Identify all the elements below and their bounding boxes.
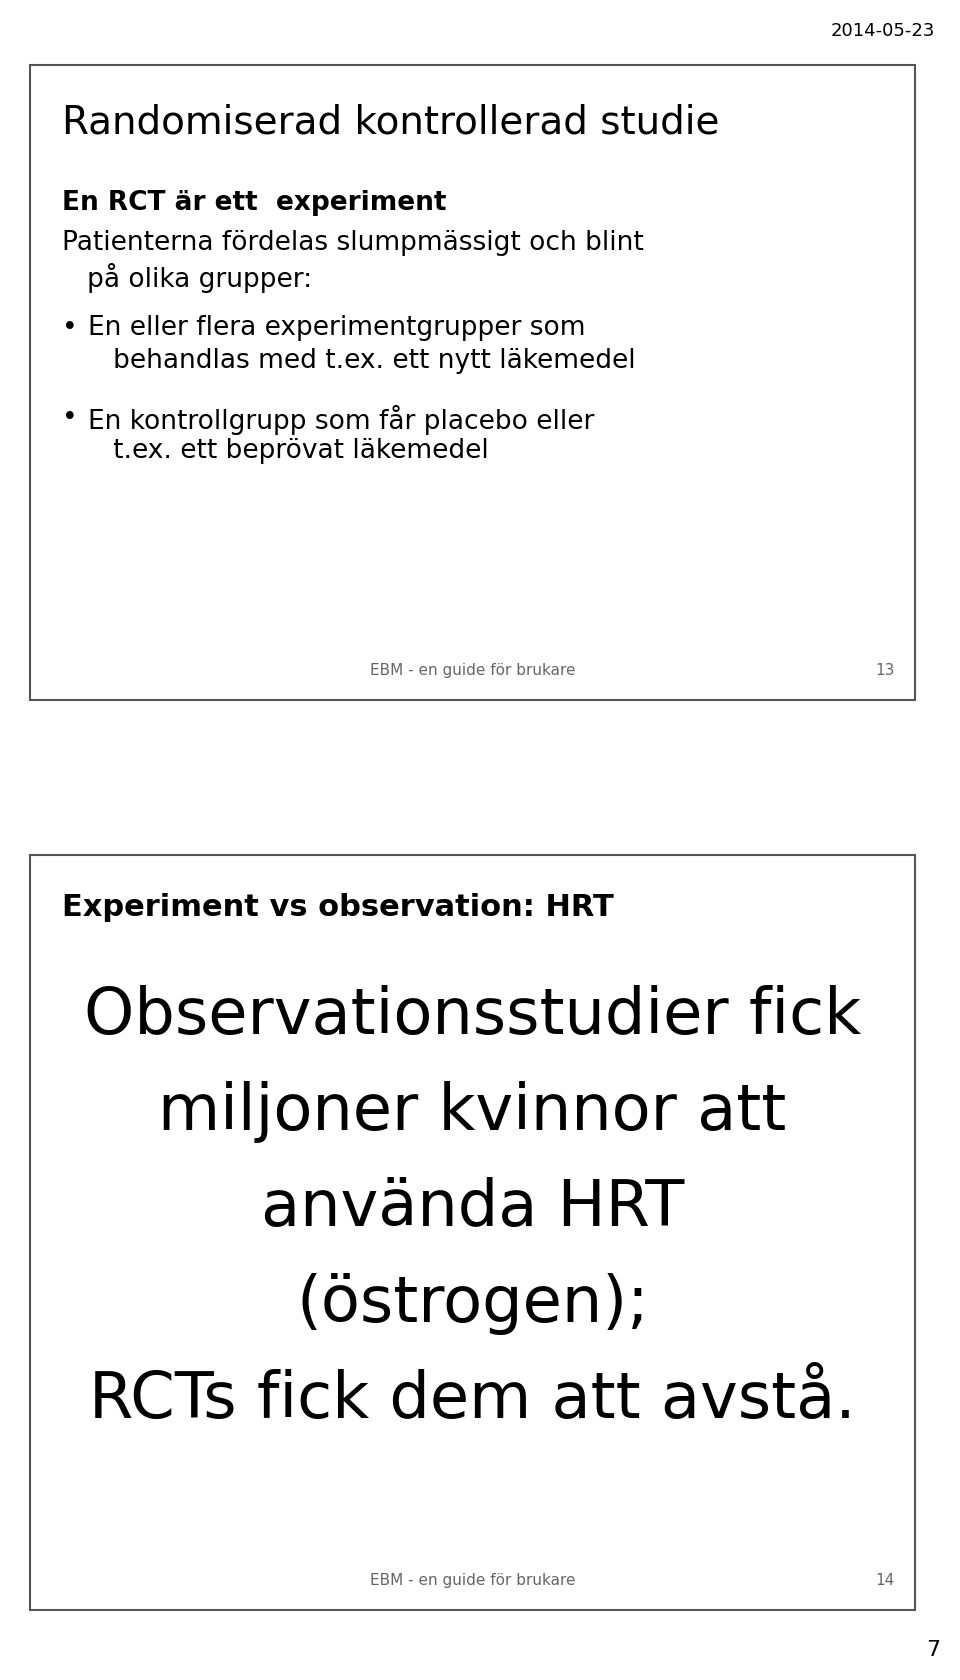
Text: 2014-05-23: 2014-05-23 bbox=[830, 22, 935, 40]
Text: Randomiserad kontrollerad studie: Randomiserad kontrollerad studie bbox=[62, 102, 719, 141]
Text: •: • bbox=[62, 405, 78, 432]
Text: •: • bbox=[62, 314, 78, 341]
Text: Patienterna fördelas slumpmässigt och blint: Patienterna fördelas slumpmässigt och bl… bbox=[62, 230, 644, 255]
Text: Experiment vs observation: HRT: Experiment vs observation: HRT bbox=[62, 894, 613, 922]
FancyBboxPatch shape bbox=[30, 855, 915, 1609]
Text: (östrogen);: (östrogen); bbox=[296, 1273, 649, 1336]
Text: En RCT är ett  experiment: En RCT är ett experiment bbox=[62, 190, 446, 217]
Text: 13: 13 bbox=[876, 664, 895, 679]
Text: behandlas med t.ex. ett nytt läkemedel: behandlas med t.ex. ett nytt läkemedel bbox=[88, 348, 636, 375]
Text: Observationsstudier fick: Observationsstudier fick bbox=[84, 984, 861, 1047]
Text: EBM - en guide för brukare: EBM - en guide för brukare bbox=[370, 664, 575, 679]
Text: EBM - en guide för brukare: EBM - en guide för brukare bbox=[370, 1572, 575, 1588]
Text: miljoner kvinnor att: miljoner kvinnor att bbox=[158, 1080, 786, 1142]
FancyBboxPatch shape bbox=[30, 66, 915, 701]
Text: 7: 7 bbox=[925, 1640, 940, 1660]
Text: En eller flera experimentgrupper som: En eller flera experimentgrupper som bbox=[88, 314, 586, 341]
Text: 14: 14 bbox=[876, 1572, 895, 1588]
Text: RCTs fick dem att avstå.: RCTs fick dem att avstå. bbox=[89, 1369, 855, 1431]
Text: t.ex. ett beprövat läkemedel: t.ex. ett beprövat läkemedel bbox=[88, 438, 489, 464]
Text: En kontrollgrupp som får placebo eller: En kontrollgrupp som får placebo eller bbox=[88, 405, 594, 435]
Text: på olika grupper:: på olika grupper: bbox=[62, 264, 312, 292]
Text: använda HRT: använda HRT bbox=[261, 1178, 684, 1240]
